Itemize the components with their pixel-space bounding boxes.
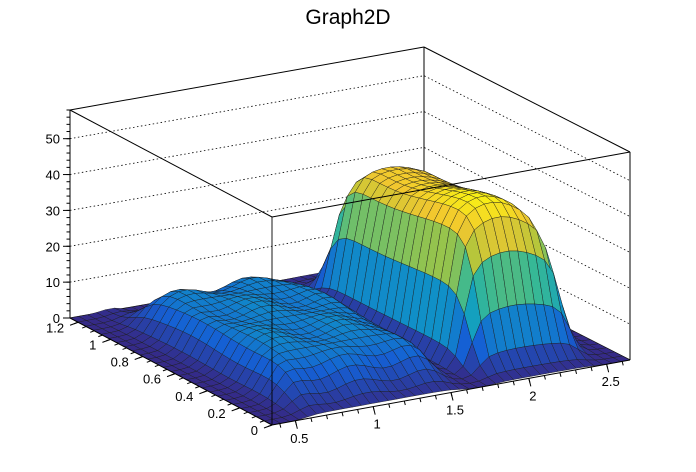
- x-tick-label: 0.5: [290, 431, 308, 446]
- x-minor-tick: [543, 375, 546, 380]
- y-minor-tick: [130, 351, 135, 355]
- x-minor-tick: [294, 420, 297, 425]
- x-tick-label: 2.5: [602, 374, 620, 389]
- top-front-edge: [271, 151, 631, 218]
- y-tick-label: 0.8: [111, 355, 129, 370]
- y-minor-tick: [203, 390, 208, 393]
- y-minor-tick: [259, 420, 265, 423]
- top-left-edge: [69, 109, 273, 218]
- x-tick-label: 1: [374, 417, 381, 432]
- x-minor-tick: [325, 414, 328, 420]
- x-minor-tick: [575, 369, 578, 375]
- y-tick-label: 0.4: [175, 389, 193, 404]
- z-tick-label: 50: [46, 132, 60, 147]
- x-minor-tick: [403, 400, 406, 406]
- y-tick-label: 0.2: [208, 406, 226, 421]
- y-minor-tick: [98, 334, 103, 338]
- z-tick-label: 10: [46, 275, 60, 290]
- x-minor-tick: [481, 386, 484, 391]
- top-back-edge: [69, 46, 425, 111]
- z-tick-label: 0: [53, 311, 60, 326]
- y-tick-label: 1: [89, 337, 96, 352]
- x-minor-tick: [450, 392, 453, 397]
- x-minor-tick: [372, 406, 375, 411]
- left-floor-edge: [69, 317, 273, 426]
- x-minor-tick: [279, 423, 282, 428]
- top-right-edge: [423, 46, 631, 153]
- z-tick-label: 40: [46, 168, 60, 183]
- y-minor-tick: [170, 373, 176, 376]
- x-minor-tick: [419, 398, 422, 403]
- x-minor-tick: [466, 389, 469, 394]
- x-minor-tick: [341, 412, 344, 417]
- z-tick-label: 30: [46, 203, 60, 218]
- y-minor-tick: [219, 398, 224, 402]
- y-tick-label: 0.6: [143, 372, 161, 387]
- surface-mesh: [69, 166, 631, 426]
- y-minor-tick: [162, 368, 168, 372]
- y-minor-tick: [73, 321, 79, 325]
- y-minor-tick: [251, 415, 257, 419]
- y-minor-tick: [243, 411, 248, 415]
- tick-labels: 0 10 20 30 40 50 0 0.2 0.4 0.6 0.8 1 1.2 0.5 1 1.5 2 2.5: [46, 109, 624, 446]
- y-minor-tick: [122, 347, 127, 350]
- y-minor-tick: [138, 356, 143, 359]
- y-minor-tick: [235, 407, 240, 410]
- y-minor-tick: [146, 360, 151, 363]
- y-minor-tick: [90, 330, 95, 333]
- x-minor-tick: [434, 395, 437, 400]
- x-minor-tick: [621, 361, 624, 366]
- y-minor-tick: [227, 403, 232, 406]
- y-minor-tick: [106, 338, 111, 342]
- y-tick-label: 1.2: [46, 320, 64, 335]
- y-minor-tick: [187, 381, 192, 385]
- y-minor-tick: [195, 386, 200, 389]
- y-tick-label: 0: [251, 423, 258, 438]
- chart-title: Graph2D: [305, 6, 390, 29]
- x-minor-tick: [606, 364, 609, 369]
- x-minor-tick: [388, 403, 391, 408]
- x-minor-tick: [512, 381, 515, 386]
- x-tick-label: 2: [529, 388, 536, 403]
- x-minor-tick: [559, 372, 562, 377]
- y-minor-tick: [114, 343, 119, 346]
- x-tick-label: 1.5: [446, 403, 464, 418]
- y-minor-tick: [267, 424, 273, 427]
- y-minor-tick: [211, 394, 216, 398]
- x-minor-tick: [310, 417, 313, 423]
- z-grid-line: [69, 75, 631, 182]
- y-minor-tick: [154, 364, 160, 368]
- x-minor-tick: [528, 378, 531, 383]
- x-minor-tick: [590, 366, 593, 372]
- x-minor-tick: [497, 383, 500, 389]
- x-minor-tick: [357, 409, 360, 414]
- y-minor-tick: [178, 377, 184, 380]
- y-minor-tick: [81, 326, 87, 329]
- z-tick-label: 20: [46, 239, 60, 254]
